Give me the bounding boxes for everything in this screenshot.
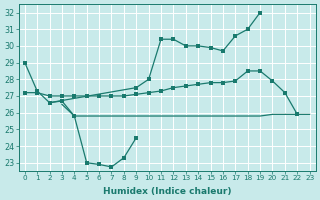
X-axis label: Humidex (Indice chaleur): Humidex (Indice chaleur) (103, 187, 231, 196)
